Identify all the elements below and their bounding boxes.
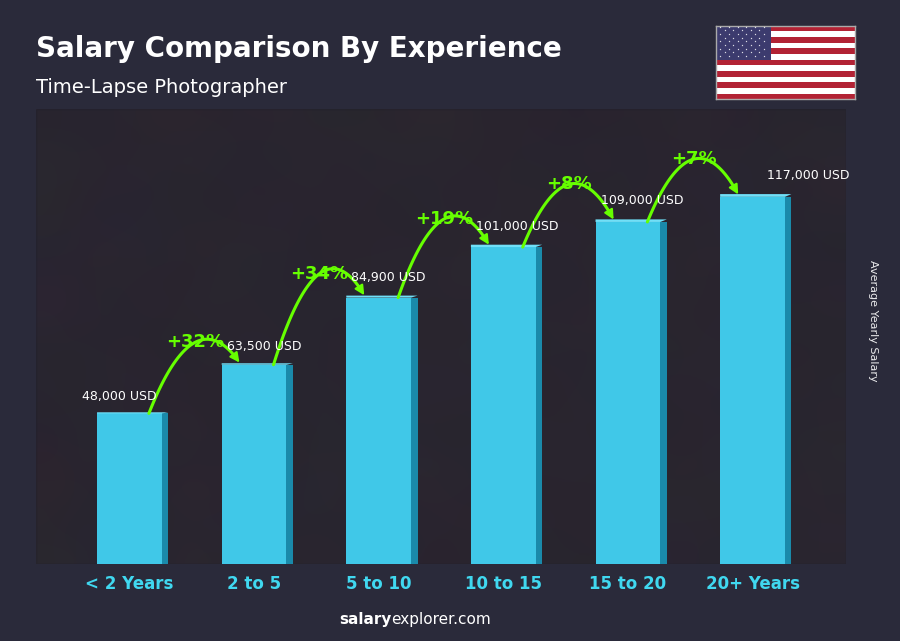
Text: Time-Lapse Photographer: Time-Lapse Photographer [36,78,287,97]
Text: explorer.com: explorer.com [392,612,491,627]
Bar [716,37,855,43]
Bar [716,31,855,37]
Text: 101,000 USD: 101,000 USD [476,220,558,233]
Polygon shape [286,365,293,564]
Polygon shape [471,245,542,247]
Polygon shape [221,363,293,365]
Bar [716,43,855,48]
Bar [716,54,855,60]
Bar [716,60,855,65]
Text: +19%: +19% [415,210,473,228]
Text: 63,500 USD: 63,500 USD [227,340,302,353]
FancyBboxPatch shape [97,413,162,564]
Polygon shape [720,194,791,197]
Polygon shape [596,219,667,222]
Text: 117,000 USD: 117,000 USD [768,169,850,181]
Text: 109,000 USD: 109,000 USD [600,194,683,207]
Text: 84,900 USD: 84,900 USD [351,271,426,285]
Text: +7%: +7% [670,150,716,168]
Bar [716,77,855,82]
Text: Salary Comparison By Experience: Salary Comparison By Experience [36,35,562,63]
Bar [716,26,855,31]
FancyBboxPatch shape [346,297,411,564]
FancyBboxPatch shape [471,247,536,564]
Bar [716,94,855,99]
Polygon shape [162,413,168,564]
FancyBboxPatch shape [596,222,661,564]
FancyBboxPatch shape [720,197,785,564]
Text: 48,000 USD: 48,000 USD [82,390,157,403]
Polygon shape [97,412,168,413]
Text: salary: salary [339,612,392,627]
Bar [716,26,771,60]
Text: +8%: +8% [546,175,591,194]
FancyBboxPatch shape [221,365,286,564]
Bar [716,65,855,71]
Polygon shape [785,197,791,564]
Polygon shape [536,247,542,564]
Bar [716,71,855,77]
Polygon shape [661,222,667,564]
Text: +34%: +34% [291,265,348,283]
Bar [716,82,855,88]
Bar [716,88,855,94]
Text: +32%: +32% [166,333,224,351]
Text: Average Yearly Salary: Average Yearly Salary [868,260,878,381]
Polygon shape [346,296,418,297]
Bar [716,48,855,54]
Polygon shape [411,297,418,564]
